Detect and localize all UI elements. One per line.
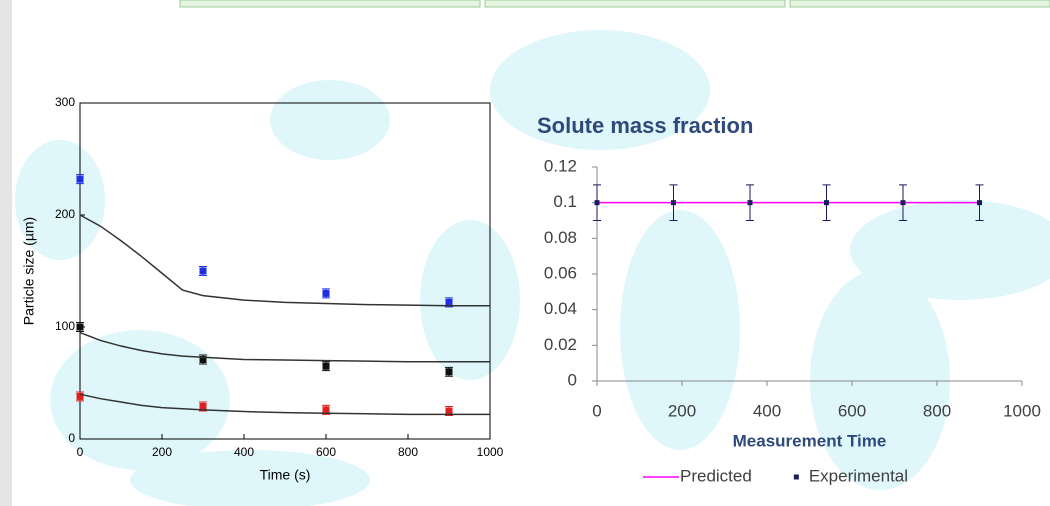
- marker: [76, 323, 84, 331]
- legend-swatch: [793, 474, 799, 480]
- y-tick-label: 200: [55, 207, 75, 221]
- y-tick-label: 0.08: [544, 228, 577, 247]
- marker: [445, 298, 453, 306]
- marker: [199, 403, 207, 411]
- y-tick-label: 0.02: [544, 335, 577, 354]
- x-tick-label: 1000: [477, 445, 504, 459]
- marker: [322, 406, 330, 414]
- y-tick-label: 100: [55, 319, 75, 333]
- marker: [445, 368, 453, 376]
- series-line: [79, 214, 490, 307]
- x-tick-label: 0: [592, 401, 601, 420]
- legend-label: Predicted: [680, 466, 752, 485]
- x-tick-label: 0: [77, 445, 84, 459]
- x-tick-label: 1000: [1003, 401, 1041, 420]
- top-box: [789, 0, 1050, 8]
- x-tick-label: 800: [923, 401, 951, 420]
- marker: [76, 175, 84, 183]
- x-tick-label: 600: [838, 401, 866, 420]
- marker: [322, 289, 330, 297]
- y-axis-title: Particle size (µm): [21, 217, 37, 325]
- x-tick-label: 200: [152, 445, 172, 459]
- x-tick-label: 800: [398, 445, 418, 459]
- marker: [76, 392, 84, 400]
- marker: [594, 200, 600, 206]
- x-tick-label: 200: [668, 401, 696, 420]
- background-blobs: [15, 30, 1050, 506]
- marker: [900, 200, 906, 206]
- top-box: [179, 0, 481, 8]
- marker: [824, 200, 829, 206]
- y-tick-label: 0.04: [544, 299, 577, 318]
- marker: [199, 355, 207, 363]
- y-tick-label: 0: [568, 370, 577, 389]
- legend-label: Experimental: [809, 466, 908, 485]
- top-box: [484, 0, 786, 8]
- y-tick-label: 0.12: [544, 156, 577, 175]
- series-line: [79, 393, 490, 416]
- marker: [199, 267, 207, 275]
- series-line: [79, 331, 490, 363]
- x-tick-label: 400: [234, 445, 254, 459]
- x-tick-label: 400: [753, 401, 781, 420]
- y-tick-label: 300: [55, 95, 75, 109]
- marker: [671, 200, 676, 206]
- x-tick-label: 600: [316, 445, 336, 459]
- marker: [445, 407, 453, 415]
- x-axis-title: Time (s): [260, 467, 311, 483]
- plot-frame: [79, 102, 491, 440]
- y-tick-label: 0.1: [553, 192, 577, 211]
- x-axis-title: Measurement Time: [733, 431, 887, 450]
- y-tick-label: 0: [68, 431, 75, 445]
- marker: [747, 200, 753, 206]
- marker: [322, 362, 330, 370]
- left-strip: [0, 0, 12, 506]
- marker: [977, 200, 982, 206]
- chart-title: Solute mass fraction: [537, 113, 753, 138]
- y-tick-label: 0.06: [544, 263, 577, 282]
